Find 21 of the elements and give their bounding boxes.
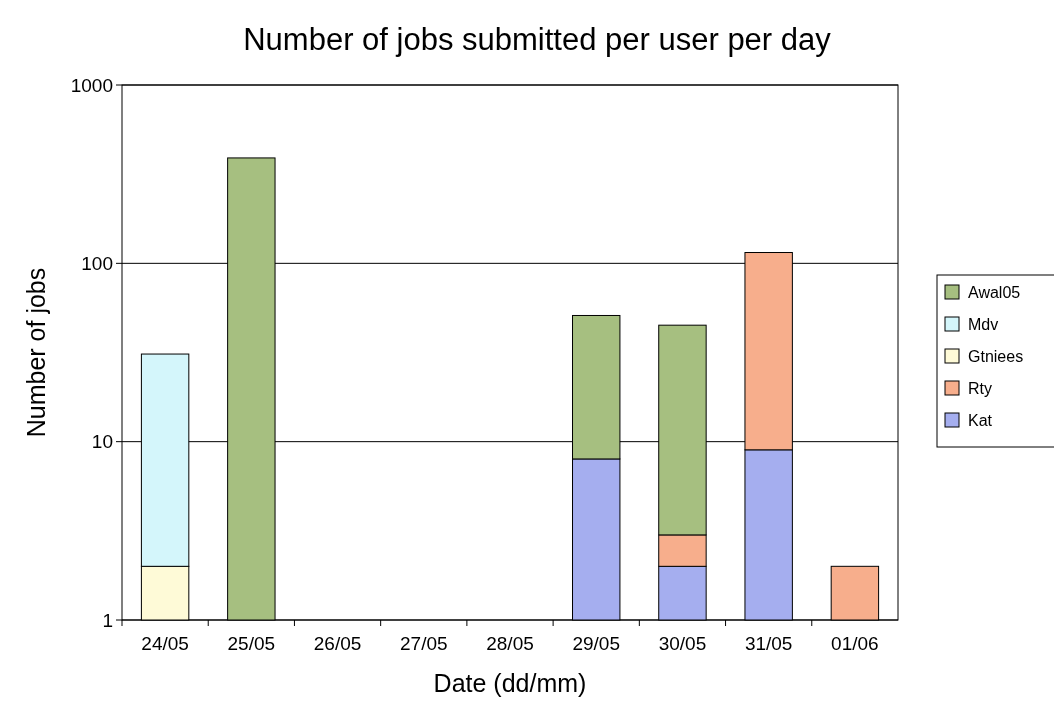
legend-label: Mdv: [968, 315, 999, 333]
x-axis-title: Date (dd/mm): [433, 669, 587, 697]
y-tick-label: 100: [81, 252, 113, 274]
x-tick-label: 27/05: [400, 633, 448, 654]
y-tick-label: 1: [102, 609, 113, 631]
legend-label: Awal05: [968, 283, 1021, 301]
y-tick-label: 10: [91, 431, 113, 453]
chart-title: Number of jobs submitted per user per day: [243, 22, 832, 57]
y-axis-title: Number of jobs: [22, 267, 50, 438]
x-tick-label: 31/05: [744, 633, 793, 654]
x-tick-label: 29/05: [572, 633, 620, 654]
x-tick-label: 01/06: [831, 633, 879, 654]
legend-label: Gtniees: [968, 347, 1024, 365]
x-tick-label: 26/05: [313, 633, 362, 654]
x-tick-label: 28/05: [486, 633, 534, 654]
x-tick-label: 25/05: [227, 633, 276, 654]
x-tick-label: 24/05: [141, 633, 189, 654]
y-tick-label: 1000: [70, 74, 113, 96]
legend-label: Rty: [968, 379, 992, 397]
x-tick-label: 30/05: [658, 633, 707, 654]
legend-label: Kat: [968, 411, 993, 429]
